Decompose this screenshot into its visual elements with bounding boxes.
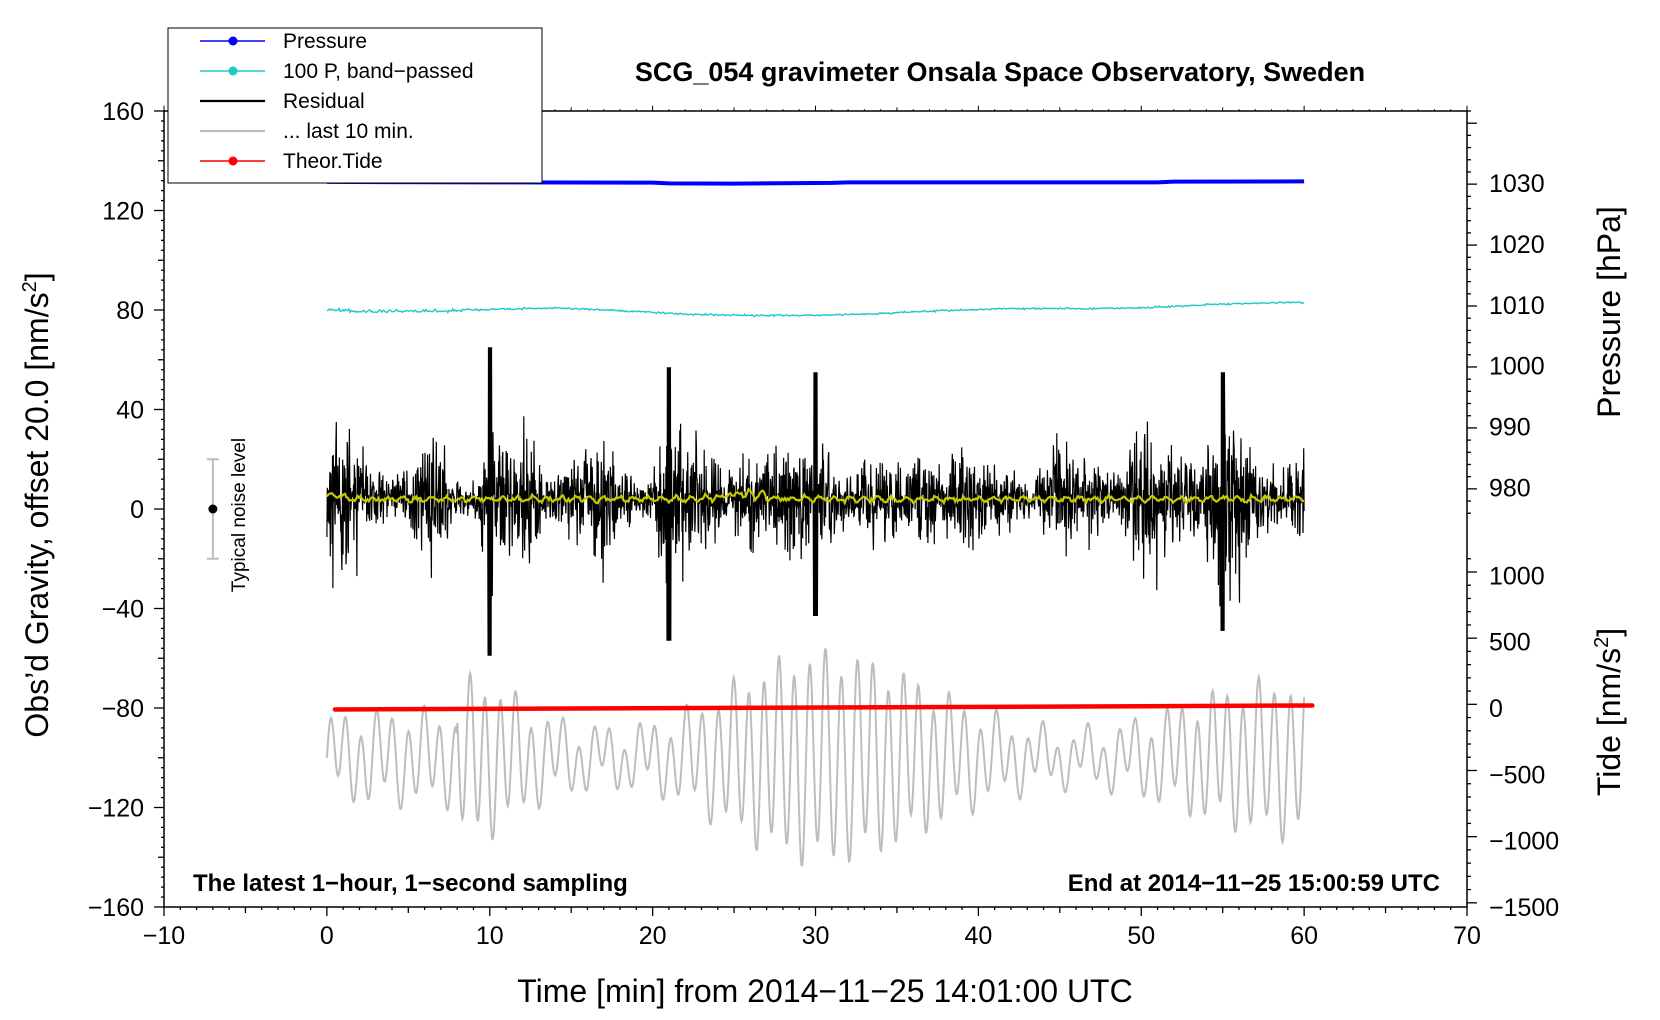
y-tick-label: 80 [116,297,144,325]
legend-marker-4 [228,156,238,166]
noise-level-indicator [206,458,219,560]
tide-tick-label: 500 [1489,629,1531,657]
y-axis-title-left: Obs’d Gravity, offset 20.0 [nm/s2] [19,272,55,737]
series-last-10-min-line [325,648,1306,867]
noise-bar-center-dot [208,504,218,514]
legend-label-0: Pressure [283,30,367,53]
legend-box [167,27,543,184]
tide-axis-title-end: ] [1591,628,1627,637]
y-tick-label: −160 [88,894,144,922]
series-layer [325,179,1315,867]
y-axis-title-left-end: ] [19,272,55,281]
x-axis-ticks: −10 0 10 20 30 40 50 60 70 [143,105,1481,950]
x-tick-label: 70 [1453,922,1481,950]
tide-tick-label: 0 [1489,695,1503,723]
sampling-note: The latest 1−hour, 1−second sampling [193,870,628,897]
y-tick-label: 0 [130,496,144,524]
series-residual-smoothed-line [326,487,1305,506]
noise-level-label: Typical noise level [229,438,250,592]
legend-label-3: ... last 10 min. [283,120,414,143]
pressure-tick-label: 1010 [1489,292,1545,320]
x-tick-label: −10 [143,922,185,950]
series-residual-line [326,347,1305,656]
legend-label-2: Residual [283,90,365,113]
y-tick-label: 120 [102,198,144,226]
y-tick-label: −40 [102,596,144,624]
pressure-tick-label: 1030 [1489,170,1545,198]
y-axis-title-left-sup: 2 [19,281,41,292]
x-tick-label: 10 [476,922,504,950]
x-axis-title: Time [min] from 2014−11−25 14:01:00 UTC [517,973,1132,1009]
pressure-tick-label: 1020 [1489,231,1545,259]
y-tick-label: −80 [102,695,144,723]
legend-marker-1 [228,66,238,76]
y-tick-label: 160 [102,98,144,126]
tide-tick-label: −1500 [1489,894,1559,922]
x-tick-label: 50 [1127,922,1155,950]
series-theor-tide-line [332,703,1315,712]
pressure-tick-label: 1000 [1489,353,1545,381]
tide-tick-label: 1000 [1489,562,1545,590]
pressure-tick-label: 980 [1489,475,1531,503]
tide-axis-title: Tide [nm/s2] [1591,628,1627,796]
x-tick-label: 40 [964,922,992,950]
pressure-axis-title: Pressure [hPa] [1591,206,1627,418]
y-axis-ticks: −160 −120 −80 −40 0 40 80 120 160 [88,98,164,922]
series-band-passed-line [326,300,1305,318]
pressure-axis-ticks: 1030 1020 1010 1000 990 980 [1467,110,1545,514]
legend-label-1: 100 P, band−passed [283,60,474,83]
x-tick-label: 0 [320,922,334,950]
tide-axis-title-main: Tide [nm/s [1591,648,1627,796]
tide-axis-title-sup: 2 [1591,637,1613,648]
chart-title: SCG_054 gravimeter Onsala Space Observat… [635,57,1365,87]
x-tick-label: 30 [802,922,830,950]
legend: Pressure 100 P, band−passed Residual ... la… [200,30,474,173]
tide-tick-label: −1000 [1489,828,1559,856]
tide-axis-ticks: 1000 500 0 −500 −1000 −1500 [1467,558,1559,922]
x-tick-label: 20 [639,922,667,950]
legend-marker-0 [228,36,238,46]
y-tick-label: −120 [88,795,144,823]
x-tick-label: 60 [1290,922,1318,950]
legend-label-4: Theor.Tide [283,150,383,173]
pressure-tick-label: 990 [1489,414,1531,442]
end-time-note: End at 2014−11−25 15:00:59 UTC [1068,870,1440,897]
y-axis-title-left-main: Obs’d Gravity, offset 20.0 [nm/s [19,292,55,737]
y-tick-label: 40 [116,397,144,425]
tide-tick-label: −500 [1489,761,1545,789]
series-pressure-line [326,179,1305,186]
